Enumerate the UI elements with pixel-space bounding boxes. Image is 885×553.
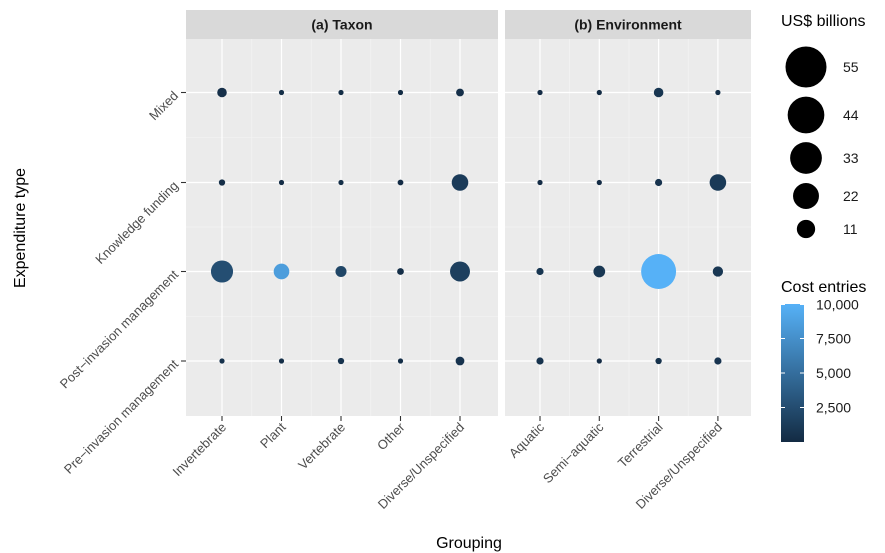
- size-legend-circle: [796, 219, 816, 239]
- size-legend-circle: [790, 142, 822, 174]
- x-tick-label-plant: Plant: [257, 419, 289, 451]
- bubble-diverse-unspecified-pre-invasion-management: [714, 357, 722, 365]
- size-legend-circle: [787, 96, 825, 134]
- colorbar-ticks: 10,000 7,500 5,000 2,500: [781, 297, 859, 416]
- strip-label-taxon: (a) Taxon: [311, 17, 372, 33]
- data-points: [210, 87, 727, 366]
- bubble-vertebrate-knowledge-funding: [338, 179, 344, 186]
- bubble-plant-pre-invasion-management: [278, 358, 285, 364]
- bubble-diverse-unspecified-pre-invasion-management: [455, 356, 465, 366]
- x-tick-label-vertebrate: Vertebrate: [295, 420, 348, 473]
- bubble-vertebrate-mixed: [338, 89, 344, 96]
- bubble-terrestrial-knowledge-funding: [655, 178, 663, 187]
- facet-panel-taxon: (a) Taxon: [186, 10, 498, 416]
- bubble-other-pre-invasion-management: [397, 358, 404, 364]
- bubble-other-mixed: [397, 89, 404, 96]
- bubble-semi-aquatic-post-invasion-management: [593, 265, 606, 278]
- size-legend-label: 55: [843, 59, 859, 75]
- bubble-aquatic-pre-invasion-management: [536, 357, 544, 365]
- size-legend: US$ billions 55 44 33 22 11: [781, 13, 865, 239]
- gridlines-environment: [505, 39, 751, 416]
- y-tick-label-mixed: Mixed: [146, 88, 181, 123]
- color-legend: Cost entries 10,000 7,500 5,000 2,500: [781, 279, 866, 442]
- bubble-terrestrial-post-invasion-management: [641, 254, 677, 289]
- bubble-invertebrate-knowledge-funding: [218, 179, 226, 186]
- bubble-diverse-unspecified-mixed: [456, 88, 464, 97]
- bubble-invertebrate-pre-invasion-management: [219, 358, 225, 364]
- bubble-aquatic-post-invasion-management: [536, 267, 544, 276]
- size-legend-label: 22: [843, 188, 859, 204]
- size-legend-label: 33: [843, 150, 859, 166]
- strip-background-environment: [505, 10, 751, 39]
- colorbar-label: 5,000: [816, 365, 851, 381]
- bubble-diverse-unspecified-knowledge-funding: [451, 174, 469, 191]
- bubble-invertebrate-post-invasion-management: [210, 260, 234, 283]
- bubble-diverse-unspecified-mixed: [715, 89, 721, 96]
- color-legend-title: Cost entries: [781, 279, 866, 296]
- bubble-semi-aquatic-pre-invasion-management: [596, 358, 602, 364]
- strip-background-taxon: [186, 10, 498, 39]
- colorbar-label: 10,000: [816, 297, 859, 313]
- y-axis-title: Expenditure type: [12, 168, 29, 288]
- size-legend-circle: [793, 183, 819, 209]
- x-axis-title: Grouping: [436, 535, 502, 552]
- bubble-other-knowledge-funding: [397, 179, 404, 186]
- bubble-plant-post-invasion-management: [273, 263, 290, 280]
- bubble-diverse-unspecified-knowledge-funding: [709, 174, 727, 191]
- bubble-plant-mixed: [278, 89, 285, 96]
- bubble-plant-knowledge-funding: [278, 179, 285, 186]
- size-legend-label: 44: [843, 107, 859, 123]
- bubble-other-post-invasion-management: [397, 268, 404, 275]
- x-tick-label-invertebrate: Invertebrate: [169, 420, 229, 480]
- bubble-vertebrate-post-invasion-management: [335, 265, 347, 278]
- bubble-terrestrial-pre-invasion-management: [655, 357, 662, 365]
- bubble-invertebrate-mixed: [217, 87, 227, 98]
- panel-background-environment: [505, 39, 751, 416]
- x-axis: Invertebrate Plant Vertebrate OtherDiverse/…: [169, 416, 725, 512]
- size-legend-items: 55 44 33 22 11: [785, 46, 859, 239]
- bubble-semi-aquatic-knowledge-funding: [596, 179, 602, 186]
- y-tick-label-knowledge-funding: Knowledge funding: [92, 178, 181, 267]
- x-tick-label-aquatic: Aquatic: [506, 419, 548, 461]
- size-legend-label: 11: [843, 221, 858, 237]
- bubble-diverse-unspecified-post-invasion-management: [712, 266, 724, 277]
- bubble-aquatic-knowledge-funding: [537, 179, 543, 186]
- panel-background-taxon: [186, 39, 498, 416]
- x-tick-label-semi-aquatic: Semi−aquatic: [540, 419, 607, 486]
- bubble-diverse-unspecified-post-invasion-management: [450, 261, 470, 282]
- x-tick-label-terrestrial: Terrestrial: [615, 419, 666, 470]
- colorbar-label: 2,500: [816, 400, 851, 416]
- bubble-vertebrate-pre-invasion-management: [337, 357, 345, 365]
- size-legend-circle: [785, 46, 827, 88]
- facet-panel-environment: (b) Environment: [505, 10, 751, 416]
- bubble-semi-aquatic-mixed: [596, 89, 602, 96]
- bubble-terrestrial-mixed: [653, 87, 664, 98]
- bubble-aquatic-mixed: [537, 89, 543, 96]
- x-tick-label-other: Other: [374, 419, 408, 453]
- colorbar: [781, 304, 804, 442]
- strip-label-environment: (b) Environment: [574, 17, 682, 33]
- size-legend-title: US$ billions: [781, 13, 865, 30]
- colorbar-label: 7,500: [816, 331, 851, 347]
